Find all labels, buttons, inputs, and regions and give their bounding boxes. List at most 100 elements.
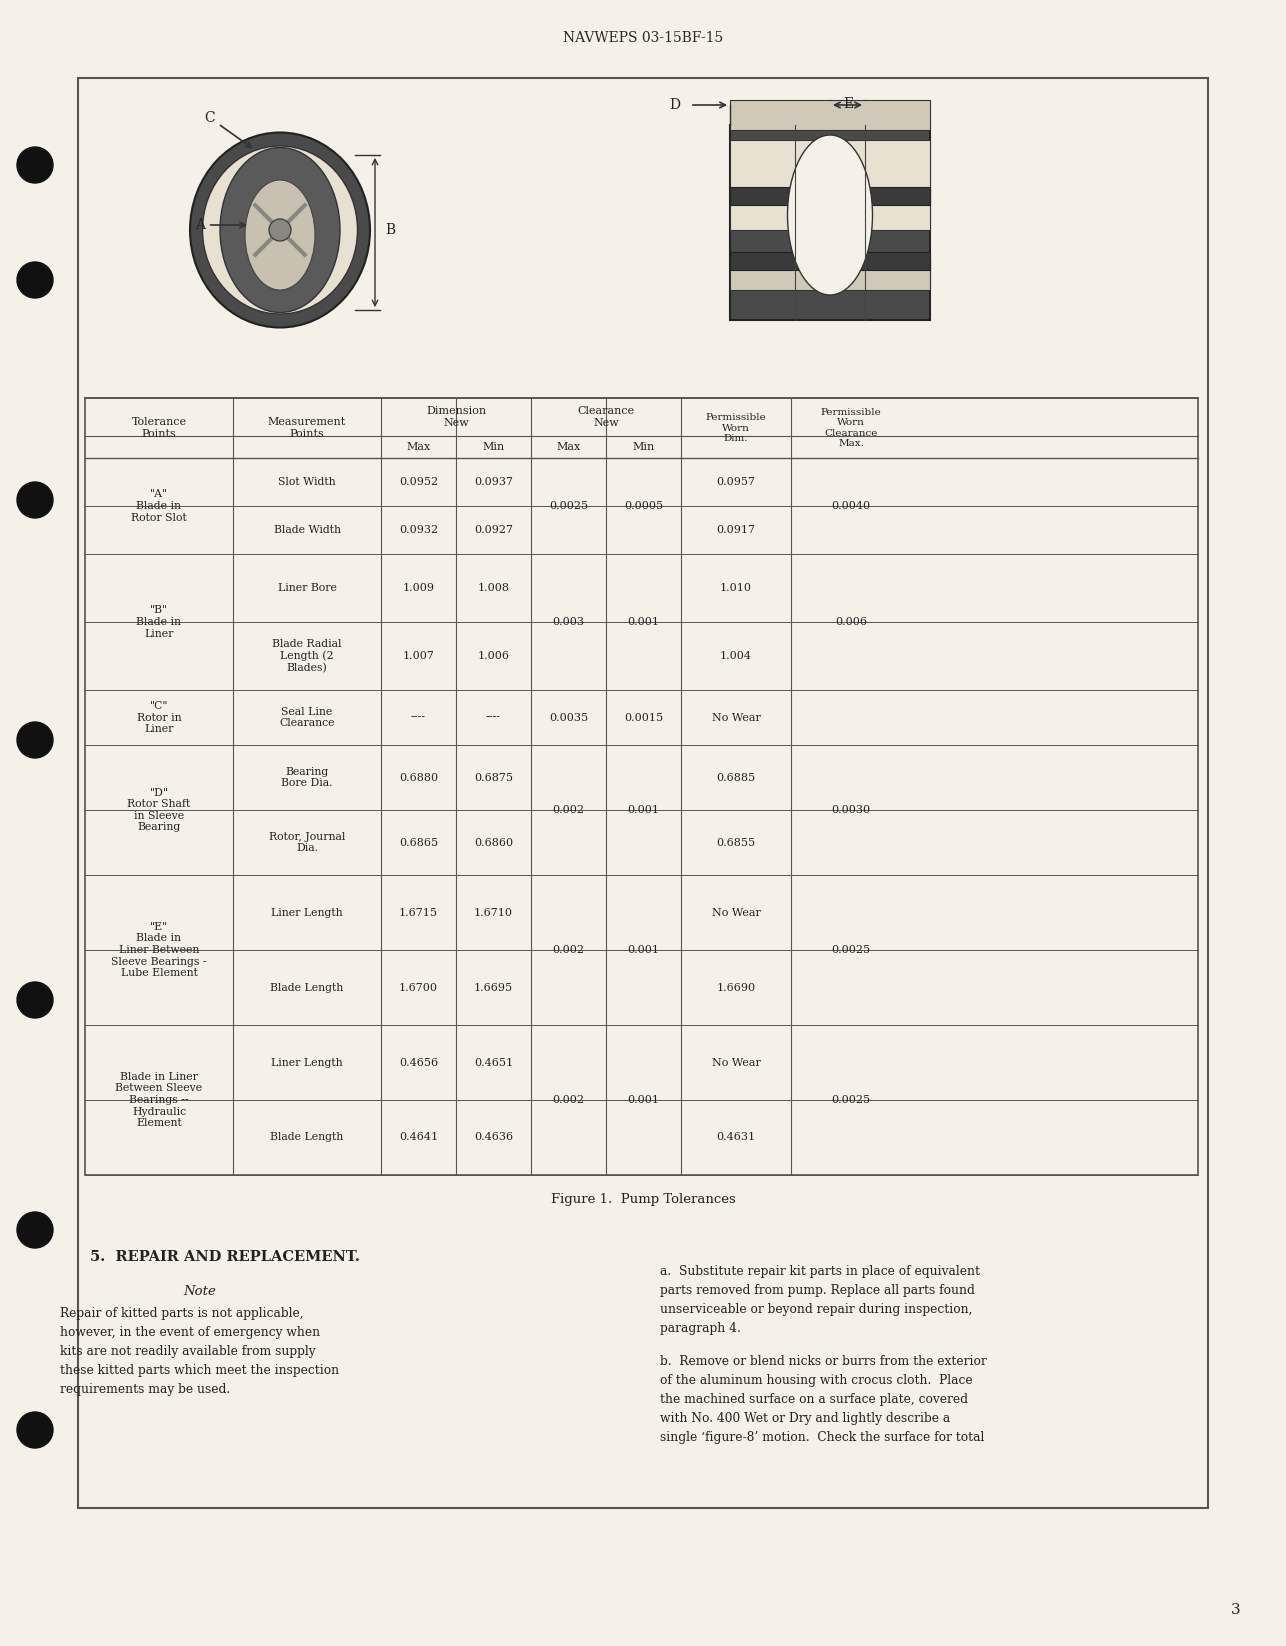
Text: a.  Substitute repair kit parts in place of equivalent
parts removed from pump. : a. Substitute repair kit parts in place … — [660, 1266, 980, 1335]
Bar — [730, 100, 930, 130]
Circle shape — [17, 482, 53, 518]
Circle shape — [17, 262, 53, 298]
Text: 1.007: 1.007 — [403, 652, 435, 662]
Text: No Wear: No Wear — [711, 907, 760, 917]
Bar — [85, 398, 1199, 1175]
Text: Bearing
Bore Dia.: Bearing Bore Dia. — [282, 767, 333, 788]
Text: Note: Note — [184, 1286, 216, 1299]
Bar — [730, 140, 930, 230]
Bar — [730, 188, 930, 206]
Text: "B"
Blade in
Liner: "B" Blade in Liner — [136, 606, 181, 639]
Text: 0.0025: 0.0025 — [832, 945, 871, 955]
Text: Slot Width: Slot Width — [278, 477, 336, 487]
Text: 0.0932: 0.0932 — [399, 525, 439, 535]
Text: 1.6695: 1.6695 — [475, 983, 513, 993]
Text: 0.002: 0.002 — [553, 945, 585, 955]
Text: 0.0927: 0.0927 — [475, 525, 513, 535]
Text: Min: Min — [482, 443, 504, 453]
Text: "C"
Rotor in
Liner: "C" Rotor in Liner — [136, 701, 181, 734]
Text: "D"
Rotor Shaft
in Sleeve
Bearing: "D" Rotor Shaft in Sleeve Bearing — [127, 787, 190, 833]
Text: Blade Radial
Length (2
Blades): Blade Radial Length (2 Blades) — [273, 639, 342, 673]
Text: 0.4636: 0.4636 — [475, 1132, 513, 1142]
Text: 0.003: 0.003 — [553, 617, 585, 627]
Ellipse shape — [787, 135, 872, 295]
Text: ----: ---- — [412, 713, 426, 723]
Text: Blade Length: Blade Length — [270, 983, 343, 993]
Text: Rotor, Journal
Dia.: Rotor, Journal Dia. — [269, 831, 345, 853]
Text: 1.010: 1.010 — [720, 583, 752, 593]
Text: Max: Max — [406, 443, 431, 453]
Text: 0.0030: 0.0030 — [832, 805, 871, 815]
Text: 1.6710: 1.6710 — [475, 907, 513, 917]
Text: 0.0015: 0.0015 — [624, 713, 664, 723]
Text: 0.006: 0.006 — [835, 617, 867, 627]
Text: 0.6855: 0.6855 — [716, 838, 756, 848]
Text: C: C — [204, 110, 251, 146]
Ellipse shape — [220, 148, 340, 313]
Text: 0.001: 0.001 — [628, 617, 660, 627]
Text: 0.0035: 0.0035 — [549, 713, 588, 723]
Text: 1.6690: 1.6690 — [716, 983, 756, 993]
Text: Permissible
Worn
Clearance
Max.: Permissible Worn Clearance Max. — [820, 408, 881, 448]
Text: Liner Bore: Liner Bore — [278, 583, 337, 593]
Text: 0.001: 0.001 — [628, 805, 660, 815]
Text: 5.  REPAIR AND REPLACEMENT.: 5. REPAIR AND REPLACEMENT. — [90, 1249, 360, 1264]
Text: 0.0937: 0.0937 — [475, 477, 513, 487]
Text: 0.6880: 0.6880 — [399, 772, 439, 782]
Text: Tolerance
Points: Tolerance Points — [131, 416, 186, 439]
Ellipse shape — [246, 179, 315, 290]
Text: Figure 1.  Pump Tolerances: Figure 1. Pump Tolerances — [550, 1193, 736, 1207]
Text: 0.4641: 0.4641 — [399, 1132, 439, 1142]
Text: 0.4651: 0.4651 — [475, 1057, 513, 1068]
Text: 0.002: 0.002 — [553, 1095, 585, 1104]
Text: NAVWEPS 03-15BF-15: NAVWEPS 03-15BF-15 — [563, 31, 723, 44]
Text: 0.0005: 0.0005 — [624, 500, 664, 510]
Text: Min: Min — [633, 443, 655, 453]
Text: 0.001: 0.001 — [628, 945, 660, 955]
Text: A: A — [195, 217, 246, 232]
Circle shape — [17, 983, 53, 1017]
Text: 0.6875: 0.6875 — [475, 772, 513, 782]
Text: 0.0952: 0.0952 — [399, 477, 439, 487]
Text: B: B — [385, 222, 395, 237]
Text: Dimension
New: Dimension New — [426, 407, 486, 428]
Text: 0.6860: 0.6860 — [475, 838, 513, 848]
Text: 1.6700: 1.6700 — [399, 983, 439, 993]
Text: Blade Width: Blade Width — [274, 525, 341, 535]
Bar — [730, 252, 930, 270]
Text: Max: Max — [557, 443, 580, 453]
Text: 0.4656: 0.4656 — [399, 1057, 439, 1068]
Text: 1.008: 1.008 — [477, 583, 509, 593]
Text: 1.009: 1.009 — [403, 583, 435, 593]
Text: Blade Length: Blade Length — [270, 1132, 343, 1142]
Text: Liner Length: Liner Length — [271, 1057, 343, 1068]
Text: Permissible
Worn
Dim.: Permissible Worn Dim. — [706, 413, 766, 443]
Text: "A"
Blade in
Rotor Slot: "A" Blade in Rotor Slot — [131, 489, 186, 522]
Text: No Wear: No Wear — [711, 1057, 760, 1068]
Text: D: D — [669, 99, 680, 112]
Text: E: E — [842, 97, 853, 110]
Text: 0.0957: 0.0957 — [716, 477, 755, 487]
Text: 0.0025: 0.0025 — [549, 500, 588, 510]
Bar — [730, 125, 930, 319]
Circle shape — [17, 723, 53, 759]
Circle shape — [17, 146, 53, 183]
Text: ----: ---- — [486, 713, 502, 723]
Text: No Wear: No Wear — [711, 713, 760, 723]
Text: 1.006: 1.006 — [477, 652, 509, 662]
Text: 0.002: 0.002 — [553, 805, 585, 815]
Text: 0.6865: 0.6865 — [399, 838, 439, 848]
Text: Repair of kitted parts is not applicable,
however, in the event of emergency whe: Repair of kitted parts is not applicable… — [60, 1307, 340, 1396]
Bar — [730, 260, 930, 290]
Ellipse shape — [202, 146, 358, 314]
Text: 0.0040: 0.0040 — [832, 500, 871, 510]
Circle shape — [17, 1412, 53, 1448]
Bar — [78, 77, 1208, 1508]
Text: 0.0917: 0.0917 — [716, 525, 755, 535]
Text: 1.6715: 1.6715 — [399, 907, 439, 917]
Text: 0.0025: 0.0025 — [832, 1095, 871, 1104]
Text: b.  Remove or blend nicks or burrs from the exterior
of the aluminum housing wit: b. Remove or blend nicks or burrs from t… — [660, 1355, 986, 1444]
Text: 1.004: 1.004 — [720, 652, 752, 662]
Text: Blade in Liner
Between Sleeve
Bearings --
Hydraulic
Element: Blade in Liner Between Sleeve Bearings -… — [116, 1072, 203, 1128]
Text: Clearance
New: Clearance New — [577, 407, 634, 428]
